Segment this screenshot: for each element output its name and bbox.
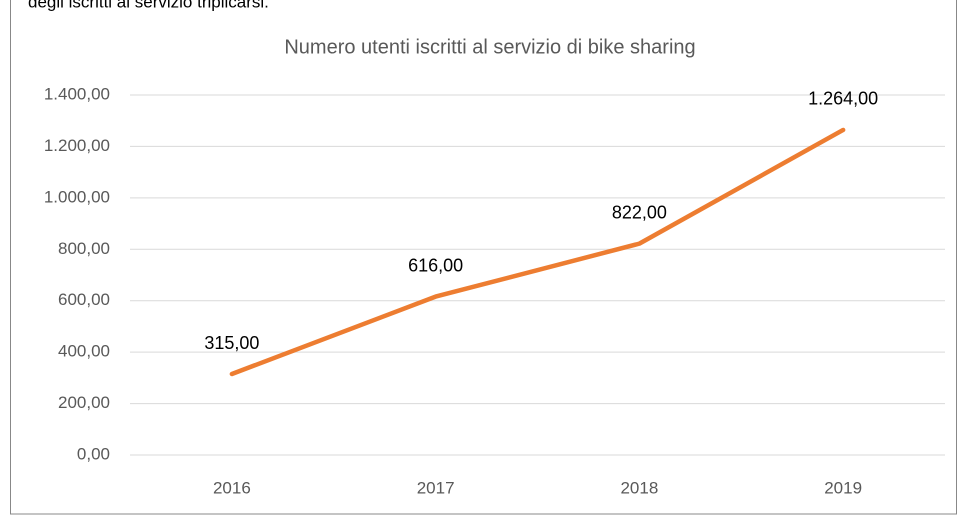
- x-tick-label: 2018: [620, 478, 658, 497]
- x-tick-label: 2016: [213, 478, 251, 497]
- y-tick-label: 200,00: [58, 393, 110, 412]
- y-tick-label: 1.000,00: [44, 187, 110, 206]
- y-tick-label: 0,00: [77, 444, 110, 463]
- x-tick-label: 2017: [417, 478, 455, 497]
- data-label: 315,00: [204, 333, 259, 353]
- y-tick-label: 400,00: [58, 342, 110, 361]
- y-tick-label: 1.200,00: [44, 136, 110, 155]
- data-label: 616,00: [408, 255, 463, 275]
- x-tick-label: 2019: [824, 478, 862, 497]
- line: [229, 127, 846, 377]
- y-tick-label: 1.400,00: [44, 84, 110, 103]
- chart-border: [10, 0, 957, 515]
- header-text: degli iscritti al servizio triplicarsi.: [28, 0, 269, 11]
- data-label: 822,00: [612, 202, 667, 222]
- data-label: 1.264,00: [808, 89, 878, 109]
- chart-title: Numero utenti iscritti al servizio di bi…: [284, 36, 695, 58]
- y-tick-label: 800,00: [58, 239, 110, 258]
- y-tick-label: 600,00: [58, 290, 110, 309]
